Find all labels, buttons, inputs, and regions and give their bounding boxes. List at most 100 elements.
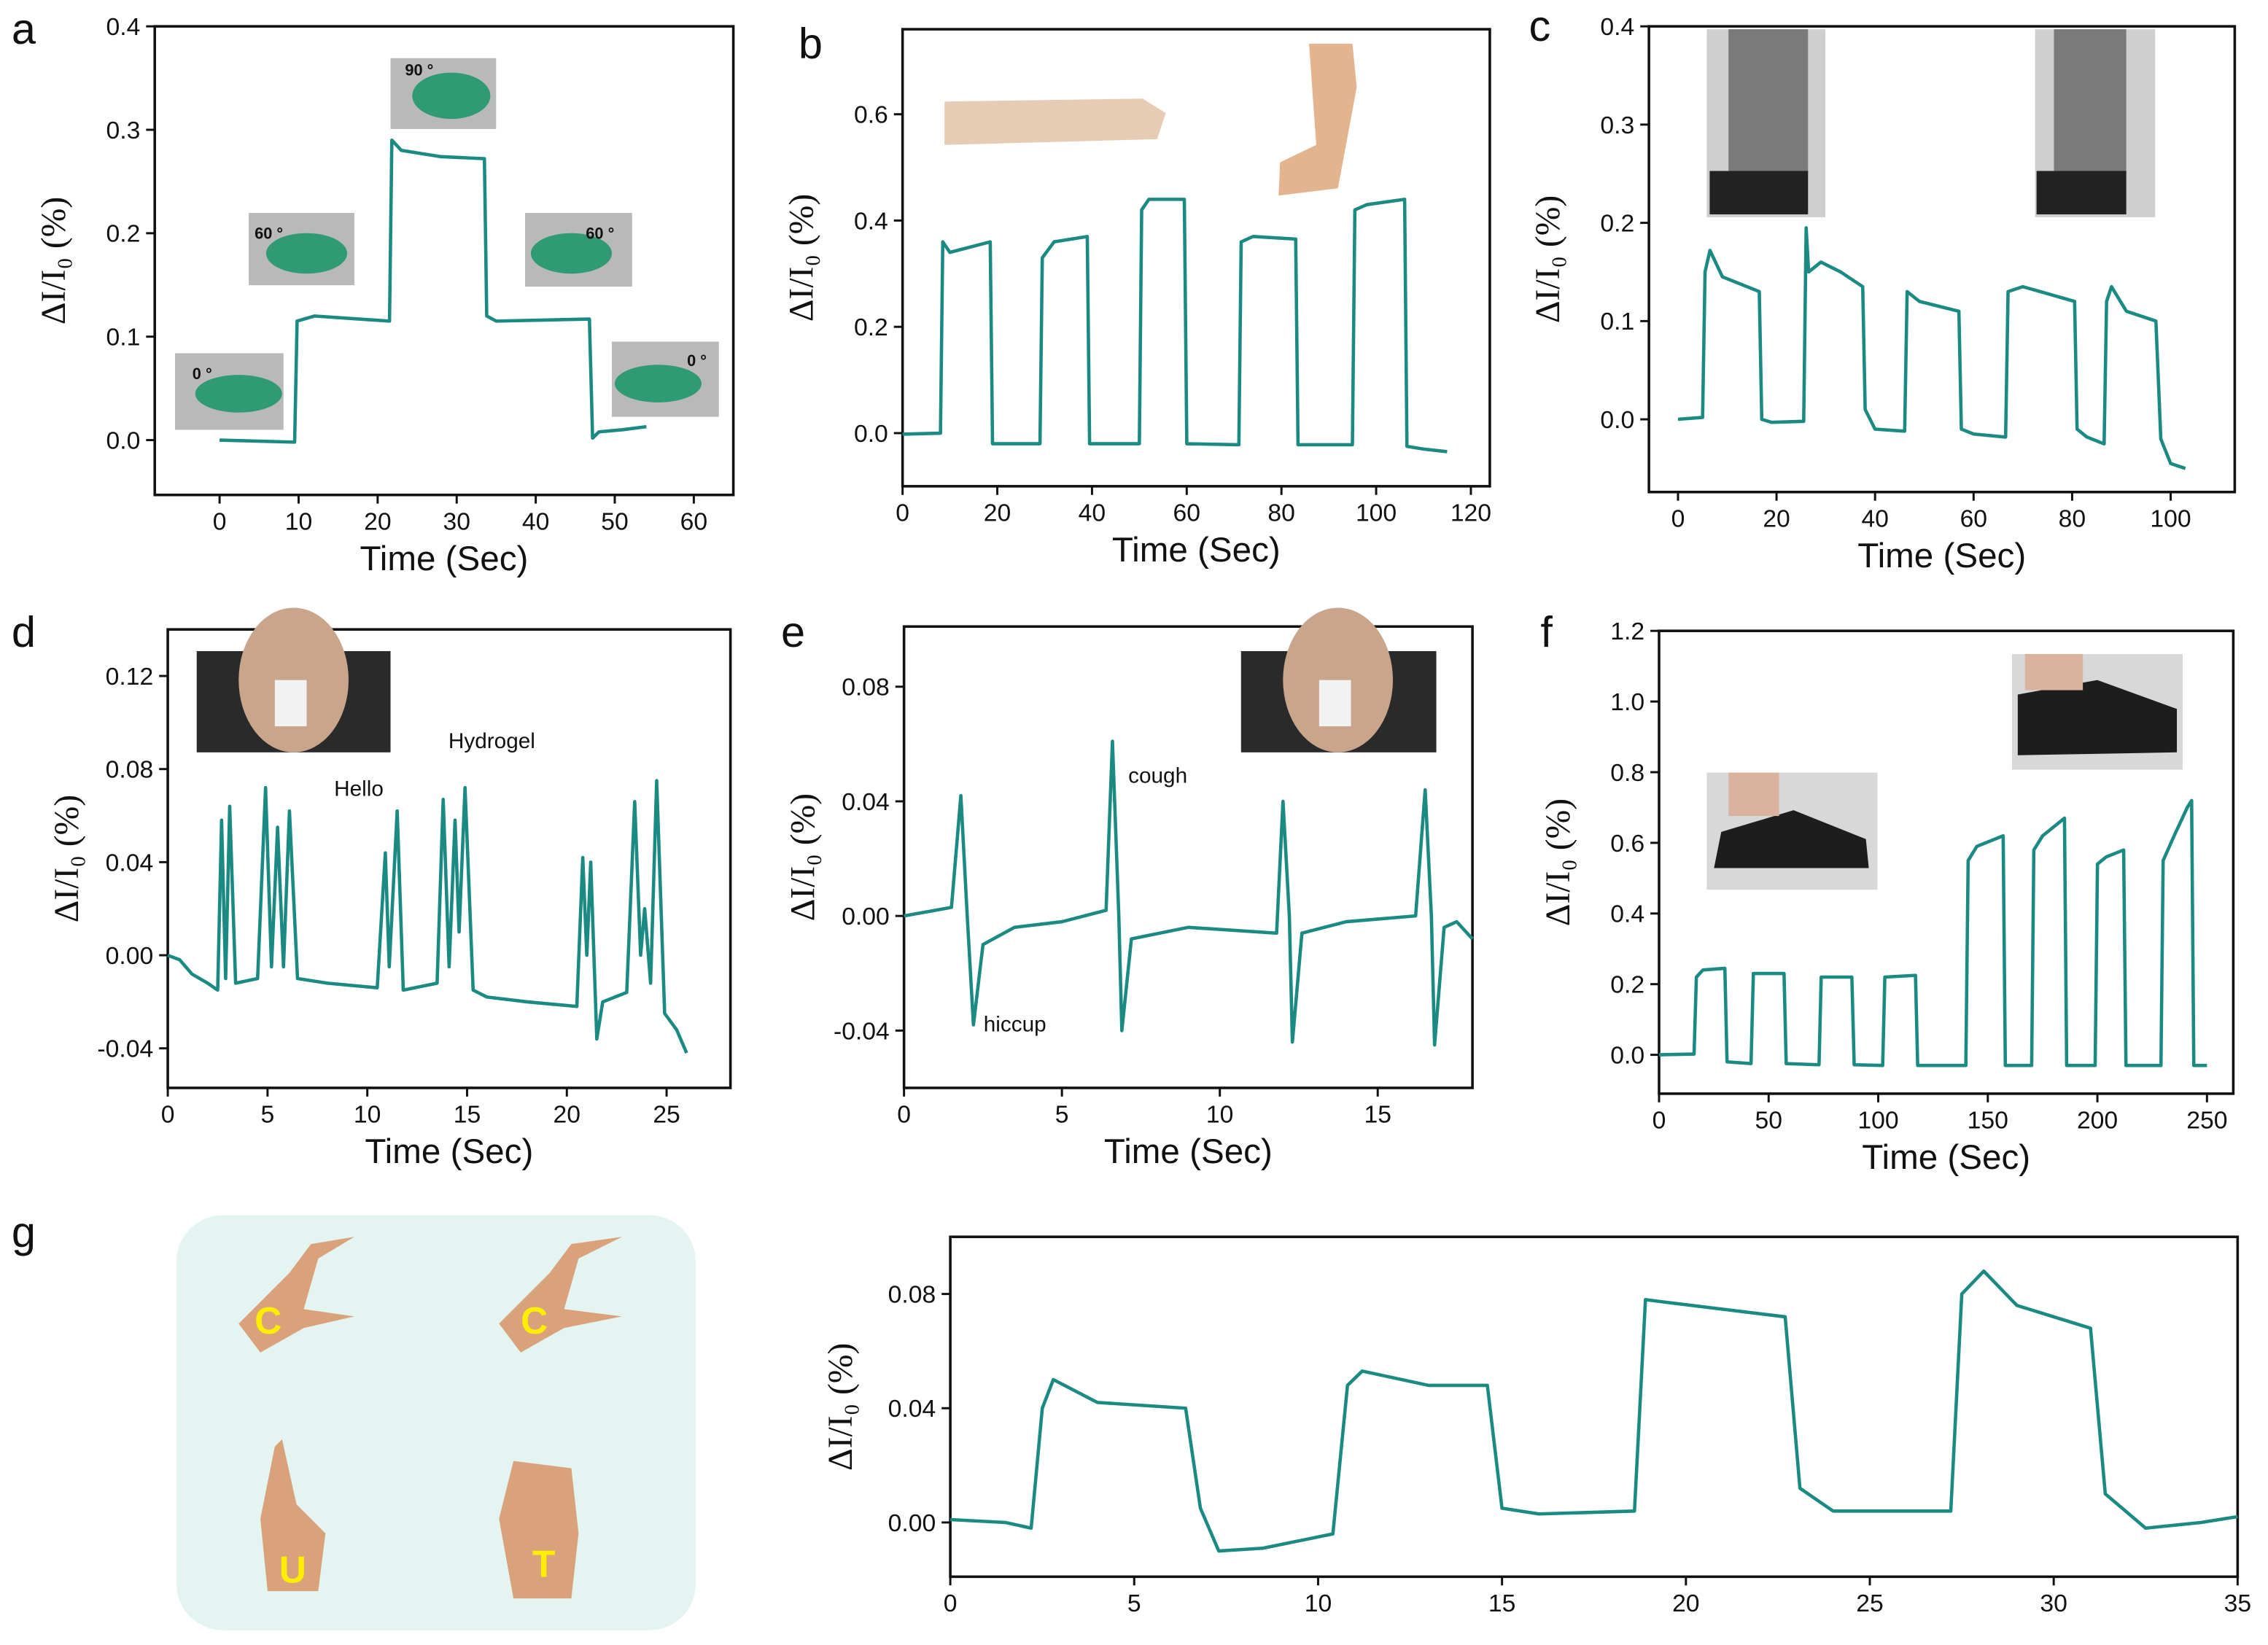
plot-frame: [1647, 25, 2237, 494]
y-tick-label: 0.6: [854, 101, 888, 129]
letter-u: U: [279, 1548, 306, 1590]
y-axis-label: ΔI/I₀ (%): [1529, 195, 1567, 323]
letter-c-2: C: [521, 1299, 548, 1342]
y-tick-label: 0.00: [106, 942, 154, 970]
photo-finger-60deg: 60 °: [249, 212, 354, 286]
x-tick-label: 0: [213, 508, 227, 535]
signal-trace: [1658, 798, 2207, 1068]
y-tick-label: 1.0: [1610, 688, 1644, 716]
y-tick-label: 0.4: [1610, 901, 1644, 928]
signal-trace: [949, 1269, 2238, 1553]
annotation-hiccup: hiccup: [984, 1013, 1046, 1037]
x-tick-label: 30: [443, 508, 471, 535]
plot-frame: [949, 1235, 2240, 1579]
y-tick-label: 0.6: [1610, 830, 1644, 858]
y-tick-label: 1.2: [1610, 618, 1644, 645]
y-axis-label: ΔI/I₀ (%): [785, 793, 823, 921]
svg-text:90 °: 90 °: [405, 61, 433, 79]
signal-trace: [167, 779, 688, 1054]
x-tick-label: 200: [2077, 1106, 2118, 1134]
x-tick-label: 50: [1755, 1106, 1783, 1134]
y-axis-label: ΔI/I₀ (%): [783, 194, 821, 322]
y-tick-label: 0.2: [854, 314, 888, 341]
y-tick-label: 0.0: [106, 427, 141, 454]
chart-f: 0 50 100 150 200 250 0.0 0.2 0.4 0.6 0.8 1.0 1.2 Time…: [1539, 618, 2235, 1177]
finger-bend-photos: 0 ° 60 ° 90 ° 60 ° 0 °: [174, 58, 719, 430]
x-axis-label: Time (Sec): [1104, 1132, 1273, 1171]
x-tick-label: 30: [2040, 1590, 2067, 1617]
x-tick-label: 0: [1671, 505, 1685, 532]
x-tick-label: 20: [1763, 505, 1790, 532]
x-tick-label: 40: [1861, 505, 1889, 532]
y-tick-label: 0.3: [1600, 112, 1634, 139]
y-tick-label: 0.1: [1600, 308, 1634, 335]
y-tick-label: 0.3: [106, 117, 141, 144]
y-axis-label: ΔI/I₀ (%): [48, 795, 86, 922]
panel-letter-f: f: [1540, 607, 1553, 656]
chart-d: 0 5 10 15 20 25 -0.04 0.00 0.04 0.08 0.12 Time (Sec…: [48, 628, 732, 1171]
svg-text:60 °: 60 °: [255, 225, 283, 243]
y-tick-label: 0.08: [888, 1280, 936, 1308]
x-tick-label: 35: [2224, 1590, 2252, 1617]
x-tick-label: 5: [261, 1101, 275, 1129]
x-tick-label: 0: [161, 1101, 175, 1129]
letter-t: T: [532, 1542, 556, 1584]
y-tick-label: 0.00: [888, 1509, 936, 1537]
y-axis-label: ΔI/I₀ (%): [822, 1343, 860, 1471]
x-tick-label: 60: [680, 508, 708, 535]
chart-c: 0 20 40 60 80 100 0.0 0.1 0.2 0.3 0.4 Time (Sec) ΔI/…: [1529, 13, 2237, 575]
plot-frame: [1658, 629, 2235, 1095]
panel-letter-d: d: [12, 607, 36, 656]
y-tick-label: 0.0: [1600, 406, 1634, 434]
neck-photo-e: [1240, 607, 1437, 752]
x-tick-label: 15: [454, 1101, 481, 1129]
signal-trace: [1677, 226, 2186, 470]
sign-language-gestures: C C U T: [176, 1215, 696, 1630]
x-axis-label: Time (Sec): [1857, 537, 2026, 575]
photo-arm-straight: [944, 98, 1166, 145]
x-tick-label: 10: [354, 1101, 381, 1129]
x-tick-label: 80: [1267, 499, 1294, 526]
photo-finger-0deg-return: 0 °: [611, 341, 719, 417]
x-tick-label: 0: [1653, 1106, 1666, 1134]
plot-frame: [902, 625, 1474, 1089]
y-tick-label: 0.12: [106, 663, 154, 691]
x-axis-label: Time (Sec): [1112, 531, 1281, 569]
x-tick-label: 20: [984, 499, 1011, 526]
y-tick-label: 0.04: [888, 1395, 936, 1423]
annotation-hydrogel: Hydrogel: [448, 729, 535, 753]
photo-arm-bent: [1278, 43, 1357, 196]
y-tick-label: 0.08: [842, 674, 890, 701]
y-tick-label: 0.0: [854, 420, 888, 448]
x-tick-label: 0: [944, 1590, 958, 1617]
panel-letter-a: a: [12, 4, 36, 53]
y-tick-label: 0.08: [106, 756, 154, 784]
x-tick-label: 10: [1305, 1590, 1332, 1617]
signal-trace: [902, 198, 1448, 454]
y-tick-label: 0.04: [842, 788, 890, 816]
y-tick-label: 0.04: [106, 849, 154, 876]
y-tick-label: 0.2: [106, 220, 141, 248]
x-axis-label: Time (Sec): [365, 1132, 533, 1171]
x-tick-label: 15: [1488, 1590, 1516, 1617]
plot-frame: [901, 28, 1491, 488]
svg-text:0 °: 0 °: [687, 351, 707, 370]
chart-b: 0 20 40 60 80 100 120 0.0 0.2 0.4 0.6 Time (Sec) ΔI/…: [783, 28, 1491, 569]
svg-text:0 °: 0 °: [193, 365, 212, 383]
chart-a: 0 10 20 30 40 50 60 0.0 0.1 0.2 0.3 0.4 Time (Sec) ΔI…: [35, 13, 735, 578]
x-tick-label: 40: [1079, 499, 1106, 526]
x-tick-label: 100: [2150, 505, 2191, 532]
neck-photo-d: [196, 607, 391, 752]
x-tick-label: 0: [896, 499, 909, 526]
chart-e: 0 5 10 15 -0.04 0.00 0.04 0.08 Time (Sec) ΔI/I₀ (…: [785, 625, 1474, 1171]
y-tick-label: 0.1: [106, 324, 141, 351]
photo-finger-90deg: 90 °: [390, 58, 497, 129]
y-tick-label: 0.4: [106, 13, 141, 41]
x-tick-label: 10: [1206, 1101, 1234, 1129]
plot-frame: [166, 628, 732, 1089]
x-tick-label: 15: [1364, 1101, 1391, 1129]
y-tick-label: 0.0: [1610, 1041, 1644, 1069]
x-axis-label: Time (Sec): [1862, 1138, 2030, 1177]
x-tick-label: 150: [1968, 1106, 2008, 1134]
